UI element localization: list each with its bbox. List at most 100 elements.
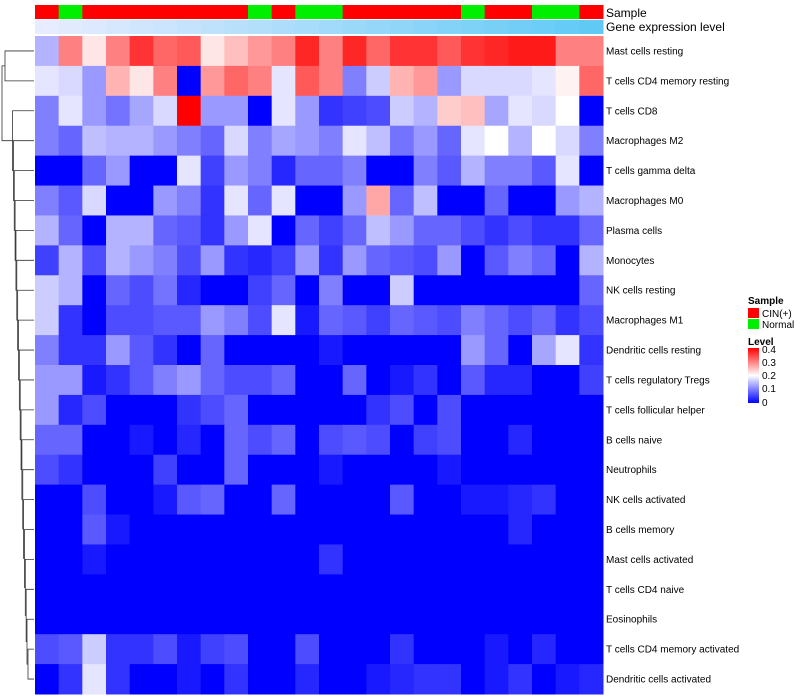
heatmap-cell (413, 245, 438, 276)
sample-annotation-cell (177, 5, 202, 19)
heatmap-cell (390, 574, 415, 605)
heatmap-cell (35, 95, 60, 127)
heatmap-cell (579, 65, 604, 97)
heatmap-cell (295, 95, 320, 127)
heatmap-cell (106, 574, 131, 605)
heatmap-cell (224, 394, 249, 426)
heatmap-cell (248, 514, 273, 545)
heatmap-cell (58, 664, 83, 695)
heatmap-cell (271, 394, 296, 426)
heatmap-cell (177, 215, 202, 246)
heatmap-cell (177, 155, 202, 187)
heatmap-cell (319, 36, 344, 67)
heatmap-cell (579, 245, 604, 276)
heatmap-cell (413, 65, 438, 97)
heatmap-cell (129, 155, 154, 187)
heatmap-cell (555, 155, 580, 187)
heatmap-cell (484, 424, 509, 456)
heatmap-cell (224, 125, 249, 157)
heatmap-cell (484, 394, 509, 426)
heatmap-cell (58, 305, 83, 336)
heatmap-cell (342, 424, 367, 456)
heatmap-cell (484, 275, 509, 306)
expression-annotation-cell (437, 20, 462, 34)
heatmap-cell (129, 394, 154, 426)
heatmap-cell (319, 484, 344, 516)
heatmap-cell (35, 664, 60, 695)
heatmap-cell (484, 245, 509, 276)
heatmap-cell (342, 215, 367, 246)
heatmap-cell (58, 245, 83, 276)
heatmap-cell (129, 125, 154, 157)
heatmap-cell (366, 155, 391, 187)
heatmap-cell (579, 544, 604, 575)
legend-label-cin: CIN(+) (762, 309, 792, 320)
heatmap-cell (271, 365, 296, 396)
heatmap-cell (248, 394, 273, 426)
heatmap-cell (177, 484, 202, 516)
heatmap-cell (82, 544, 107, 575)
heatmap-cell (248, 155, 273, 187)
heatmap-cell (508, 155, 533, 187)
expression-annotation-cell (271, 20, 296, 34)
heatmap-cell (342, 514, 367, 545)
heatmap-cell (532, 604, 557, 635)
heatmap-cell (106, 275, 131, 306)
heatmap-cell (224, 155, 249, 187)
expression-annotation-cell (248, 20, 273, 34)
heatmap-cell (58, 65, 83, 97)
heatmap-cell (437, 514, 462, 545)
heatmap-cell (413, 215, 438, 246)
heatmap-cell (437, 245, 462, 276)
heatmap-cell (271, 454, 296, 486)
sample-annotation-cell (437, 5, 462, 19)
heatmap-cell (58, 185, 83, 216)
heatmap-cell (319, 394, 344, 426)
heatmap-cell (106, 634, 131, 665)
heatmap-cell (390, 125, 415, 157)
heatmap-cell (295, 125, 320, 157)
heatmap-cell (319, 664, 344, 695)
heatmap-cell (437, 365, 462, 396)
heatmap-cell (129, 335, 154, 366)
heatmap-cell (366, 484, 391, 516)
heatmap-cell (508, 275, 533, 306)
heatmap-cell (319, 125, 344, 157)
heatmap-cell (153, 305, 178, 336)
heatmap-cell (153, 36, 178, 67)
heatmap-cell (248, 305, 273, 336)
heatmap-cell (555, 275, 580, 306)
expression-annotation-cell (295, 20, 320, 34)
heatmap-cell (224, 215, 249, 246)
heatmap-cell (295, 604, 320, 635)
heatmap-cell (35, 484, 60, 516)
heatmap-cell (390, 245, 415, 276)
heatmap-cell (366, 394, 391, 426)
heatmap-cell (319, 544, 344, 575)
heatmap-cell (532, 365, 557, 396)
heatmap-cell (58, 544, 83, 575)
heatmap-cell (437, 604, 462, 635)
heatmap-cell (177, 125, 202, 157)
heatmap-cell (177, 454, 202, 486)
expression-annotation-cell (461, 20, 486, 34)
heatmap-cell (248, 454, 273, 486)
heatmap-cell (532, 454, 557, 486)
heatmap-cell (579, 664, 604, 695)
heatmap-cell (413, 394, 438, 426)
heatmap-cell (579, 185, 604, 216)
heatmap-cell (366, 245, 391, 276)
heatmap-cell (579, 215, 604, 246)
heatmap-cell (390, 634, 415, 665)
heatmap-cell (390, 484, 415, 516)
heatmap-cell (35, 394, 60, 426)
heatmap-cell (82, 454, 107, 486)
heatmap-cell (271, 125, 296, 157)
heatmap-cell (319, 335, 344, 366)
heatmap-cell (484, 125, 509, 157)
heatmap-cell (366, 544, 391, 575)
sample-annotation-cell (342, 5, 367, 19)
heatmap-cell (129, 664, 154, 695)
heatmap-cell (106, 36, 131, 67)
heatmap-cell (508, 245, 533, 276)
